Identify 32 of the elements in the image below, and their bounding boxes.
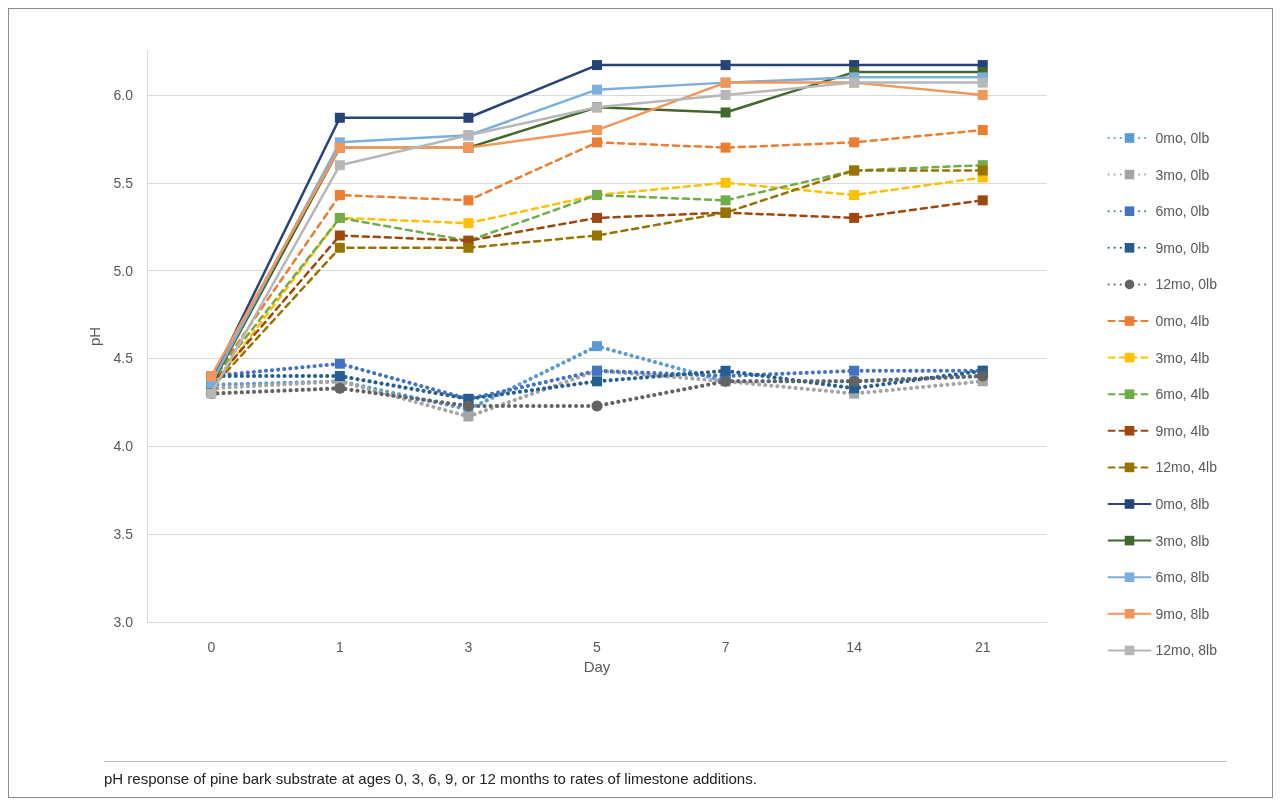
x-tick-label: 3 [464,639,473,655]
legend-label: 3mo, 0lb [1155,166,1210,183]
x-tick-label: 0 [207,639,216,655]
legend-label: 3mo, 4lb [1155,349,1210,366]
legend-label: 12mo, 8lb [1155,642,1218,659]
legend-label: 9mo, 8lb [1155,605,1210,622]
text: pH response of pine bark substrate at ages 0, 3, 6, 9, or 12 months to rates of limestone additions. [104,770,758,787]
y-tick-label: 4.5 [113,350,134,367]
x-tick-label: 7 [721,639,730,655]
y-tick-label: 3.5 [113,526,134,543]
legend-label: 3mo, 8lb [1155,532,1210,549]
x-tick-label: 21 [974,639,991,655]
x-tick-label: 5 [593,639,602,655]
x-tick-label: 1 [335,639,344,655]
y-axis-title: pH [86,326,103,347]
y-tick-label: 4.0 [113,438,134,455]
legend-label: 0mo, 0lb [1155,130,1210,146]
legend-label: 12mo, 4lb [1155,459,1218,476]
x-axis-title: Day [583,657,611,675]
y-tick-label: 3.0 [113,614,134,630]
legend-label: 6mo, 8lb [1155,569,1210,586]
y-tick-label: 6.0 [113,86,134,103]
legend-label: 9mo, 0lb [1155,239,1210,256]
legend-label: 6mo, 4lb [1155,386,1210,403]
x-tick-label: 14 [846,639,863,655]
y-tick-label: 5.5 [113,174,134,191]
legend-label: 0mo, 8lb [1155,496,1210,512]
legend-label: 6mo, 0lb [1155,203,1210,220]
legend-label: 12mo, 0lb [1155,276,1218,293]
legend-label: 9mo, 4lb [1155,422,1210,439]
legend-label: 0mo, 4lb [1155,313,1210,329]
y-tick-label: 5.0 [113,262,134,279]
